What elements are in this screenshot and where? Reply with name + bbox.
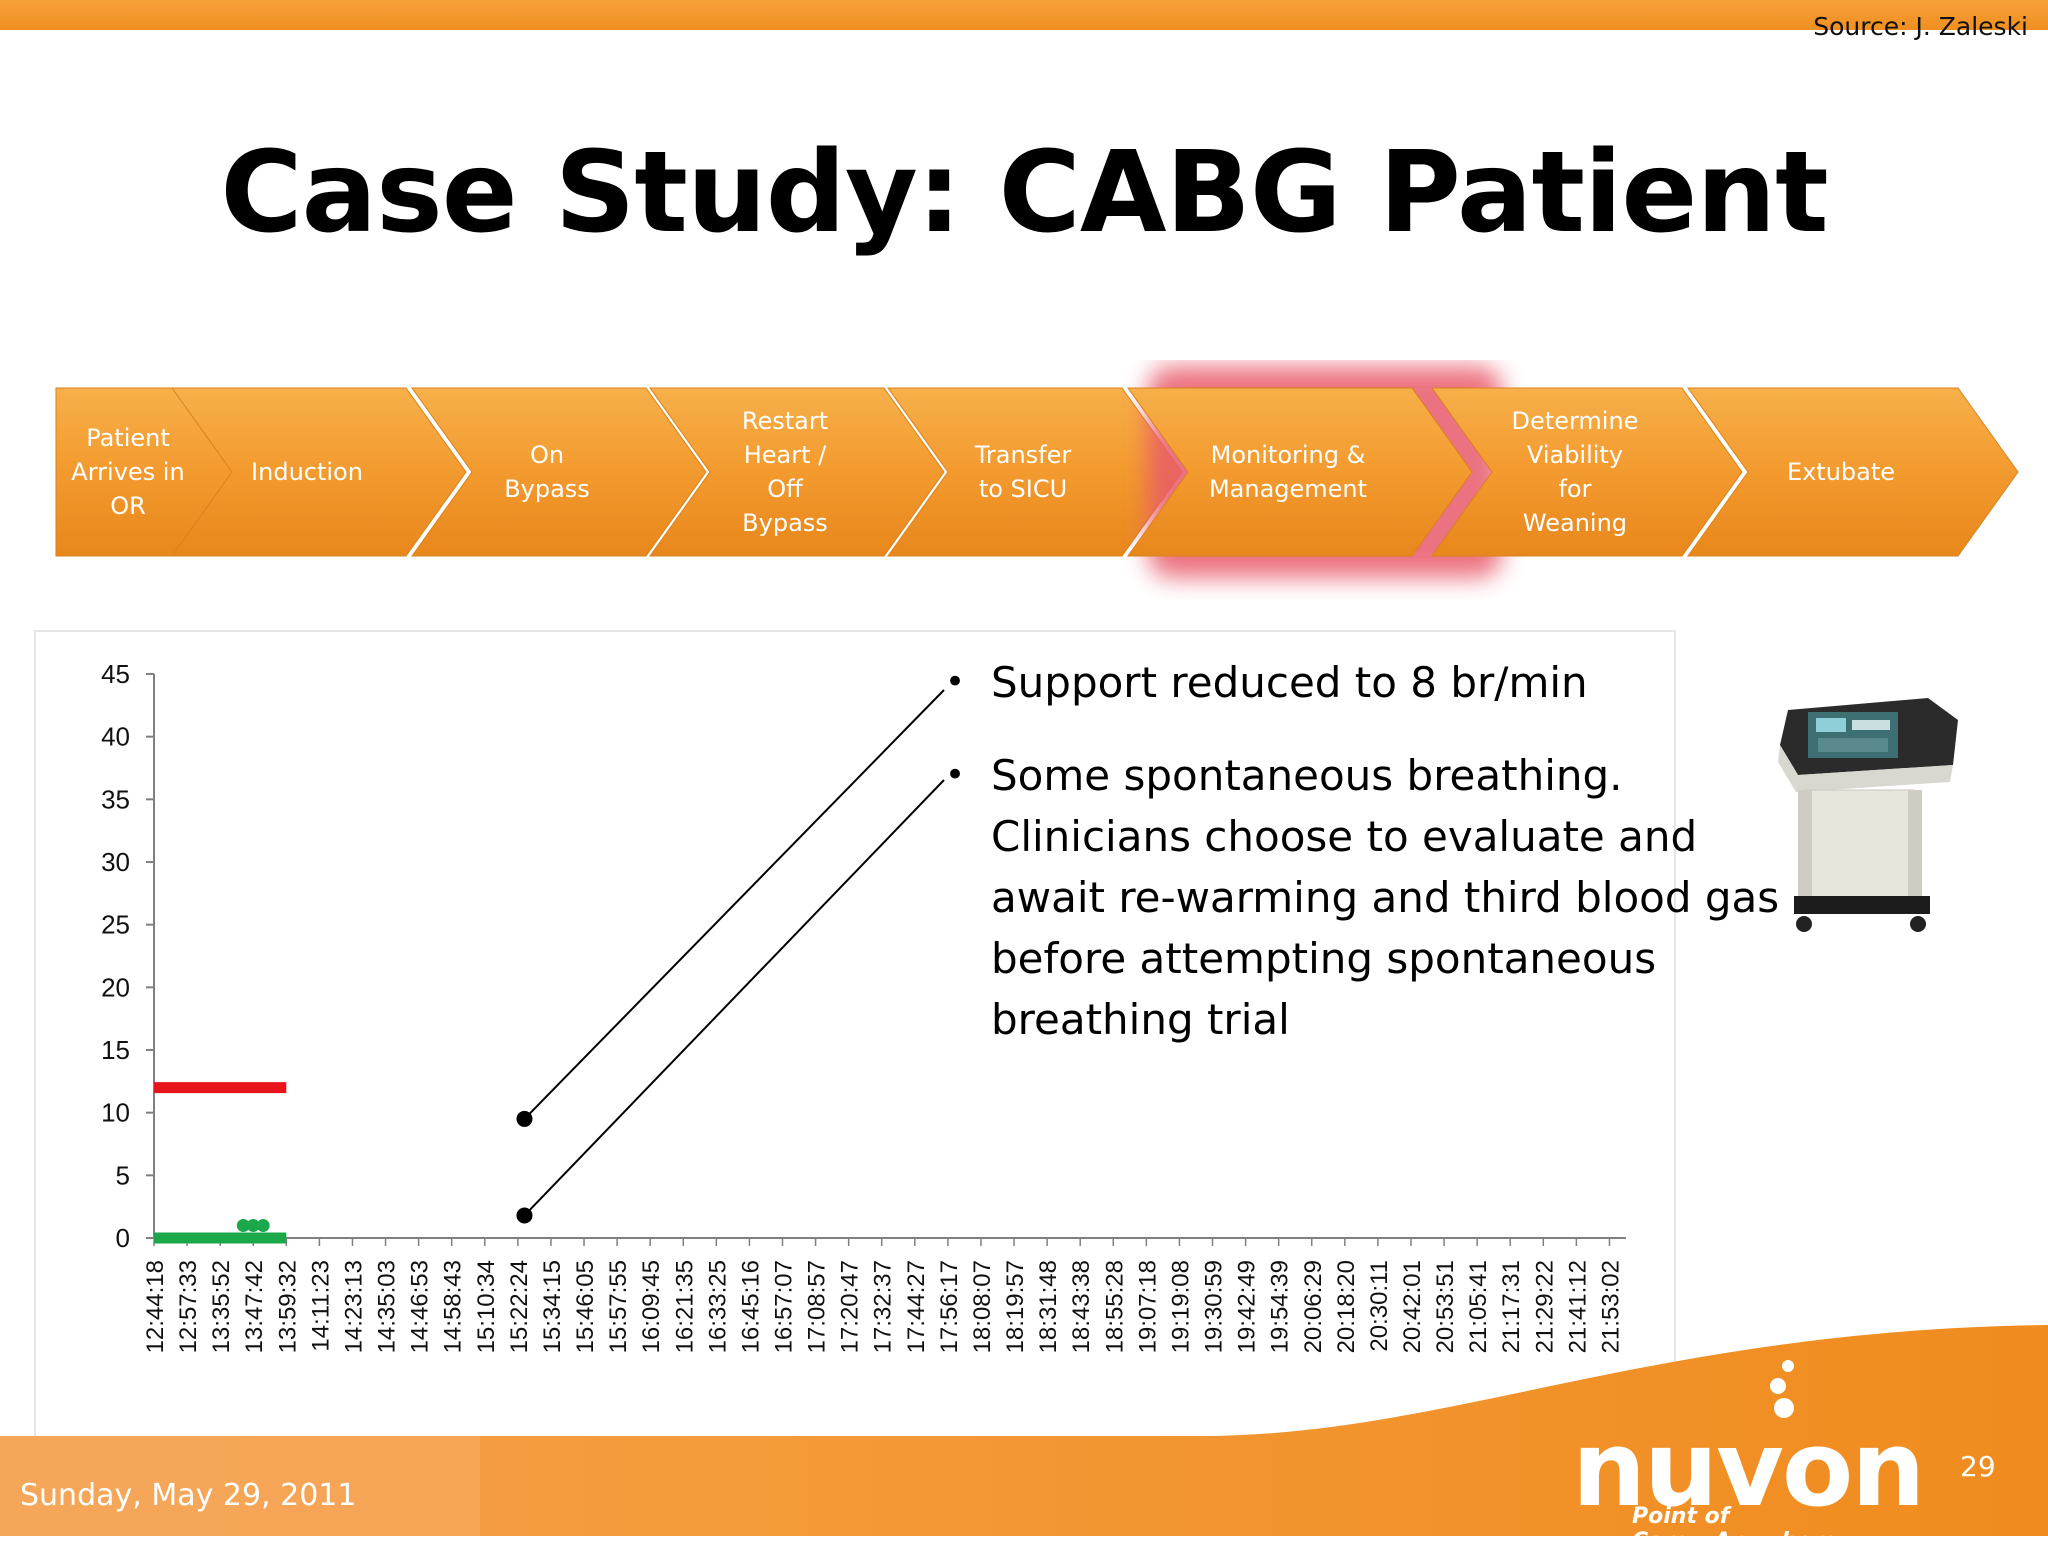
- x-tick-label: 20:42:01: [1399, 1260, 1426, 1353]
- series-marker: [246, 1218, 260, 1232]
- x-tick-label: 17:56:17: [936, 1260, 963, 1353]
- top-accent-bar: [0, 0, 2048, 30]
- process-step-label: Determine Viability for Weaning: [1511, 407, 1639, 537]
- x-tick-label: 19:19:08: [1167, 1260, 1194, 1353]
- slide-title: Case Study: CABG Patient: [220, 128, 1828, 258]
- x-tick-label: 17:44:27: [903, 1260, 930, 1353]
- annotation-line: [523, 689, 945, 1120]
- y-tick-label: 10: [101, 1098, 130, 1128]
- x-tick-label: 20:30:11: [1366, 1260, 1393, 1352]
- x-tick-label: 16:21:35: [671, 1260, 698, 1353]
- x-tick-label: 21:53:02: [1597, 1260, 1624, 1353]
- y-tick-label: 15: [101, 1035, 130, 1065]
- x-tick-label: 21:05:41: [1465, 1260, 1492, 1353]
- series-marker: [256, 1218, 270, 1232]
- process-step-label: On Bypass: [504, 441, 590, 503]
- chart-frame: [34, 630, 1676, 1454]
- x-tick-label: 14:11:23: [307, 1260, 334, 1352]
- logo-tagline: Point of Care...Anywhere: [1632, 1504, 1838, 1554]
- x-tick-label: 15:22:24: [506, 1260, 533, 1353]
- x-tick-label: 15:34:15: [539, 1260, 566, 1353]
- x-tick-label: 14:58:43: [440, 1260, 467, 1353]
- process-step-chevron: [171, 387, 467, 557]
- process-step-chevron: [1431, 387, 1743, 557]
- y-tick-label: 30: [101, 847, 130, 877]
- source-credit: Source: J. Zaleski: [1813, 12, 2028, 41]
- y-tick-label: 40: [101, 722, 130, 752]
- annotation-dot: [516, 1207, 533, 1224]
- x-tick-label: 18:31:48: [1035, 1260, 1062, 1353]
- process-step-label: Transfer to SICU: [974, 441, 1072, 503]
- x-tick-label: 20:06:29: [1300, 1260, 1327, 1353]
- bullet-item: • Some spontaneous breathing. Clinicians…: [945, 751, 1780, 1044]
- process-step-chevron: [411, 387, 707, 557]
- process-step-label: Monitoring & Management: [1208, 441, 1368, 503]
- logo-wordmark: nuvon: [1572, 1408, 1925, 1530]
- ventilator-device-icon: [1778, 698, 1958, 932]
- process-step-label: Extubate: [1786, 458, 1896, 486]
- x-tick-label: 14:35:03: [374, 1260, 401, 1353]
- x-tick-label: 13:59:32: [274, 1260, 301, 1353]
- x-tick-label: 16:33:25: [704, 1260, 731, 1353]
- x-tick-label: 17:08:57: [804, 1260, 831, 1353]
- y-tick-label: 20: [101, 972, 130, 1002]
- nuvon-logo: nuvon Point of Care...Anywhere: [1572, 1360, 1925, 1554]
- page-number: 29: [1960, 1450, 1996, 1483]
- bullet-list: • Support reduced to 8 br/min • Some spo…: [945, 652, 1785, 1082]
- slide-date: Sunday, May 29, 2011: [20, 1478, 357, 1513]
- x-tick-label: 19:54:39: [1267, 1260, 1294, 1353]
- x-tick-label: 15:57:55: [605, 1260, 632, 1353]
- x-tick-label: 19:30:59: [1201, 1260, 1228, 1353]
- x-tick-label: 19:42:49: [1234, 1260, 1261, 1353]
- y-tick-label: 5: [116, 1160, 130, 1190]
- y-tick-label: 45: [101, 659, 130, 689]
- y-tick-label: 35: [101, 784, 130, 814]
- x-tick-label: 13:47:42: [241, 1260, 268, 1353]
- x-tick-label: 18:08:07: [969, 1260, 996, 1353]
- x-tick-label: 20:53:51: [1432, 1260, 1459, 1353]
- x-tick-label: 21:41:12: [1564, 1260, 1591, 1353]
- x-tick-label: 15:10:34: [473, 1260, 500, 1353]
- x-tick-label: 16:57:07: [770, 1260, 797, 1353]
- x-tick-label: 20:18:20: [1333, 1260, 1360, 1353]
- y-tick-label: 0: [116, 1223, 130, 1253]
- x-tick-label: 13:35:52: [208, 1260, 235, 1353]
- x-tick-label: 18:43:38: [1068, 1260, 1095, 1353]
- process-step-chevron: [649, 387, 945, 557]
- process-step-chevron: [1127, 387, 1473, 557]
- x-tick-label: 14:23:13: [340, 1260, 367, 1353]
- process-step-label: Restart Heart / Off Bypass: [741, 407, 829, 537]
- x-tick-label: 19:07:18: [1134, 1260, 1161, 1353]
- annotation-dot: [516, 1110, 533, 1127]
- x-tick-label: 12:44:18: [142, 1260, 169, 1353]
- x-tick-label: 16:09:45: [638, 1260, 665, 1353]
- x-tick-label: 21:29:22: [1531, 1260, 1558, 1353]
- logo-dots-icon: [1770, 1360, 1794, 1418]
- x-tick-label: 18:55:28: [1101, 1260, 1128, 1353]
- process-step-chevron: [1687, 387, 2019, 557]
- bullet-item: • Support reduced to 8 br/min: [945, 658, 1588, 707]
- x-tick-label: 12:57:33: [175, 1260, 202, 1353]
- x-tick-label: 21:17:31: [1498, 1260, 1525, 1353]
- x-tick-label: 17:20:47: [837, 1260, 864, 1353]
- annotation-line: [523, 779, 945, 1217]
- y-tick-label: 25: [101, 910, 130, 940]
- process-step-chevron: [887, 387, 1183, 557]
- x-tick-label: 16:45:16: [737, 1260, 764, 1353]
- x-tick-label: 14:46:53: [407, 1260, 434, 1353]
- x-tick-label: 15:46:05: [572, 1260, 599, 1353]
- process-step-label: Patient Arrives in OR: [71, 424, 185, 520]
- process-flow: [55, 366, 2019, 578]
- process-step-label: Induction: [251, 458, 363, 486]
- x-tick-label: 17:32:37: [870, 1260, 897, 1353]
- x-tick-label: 18:19:57: [1002, 1260, 1029, 1353]
- series-marker: [236, 1218, 250, 1232]
